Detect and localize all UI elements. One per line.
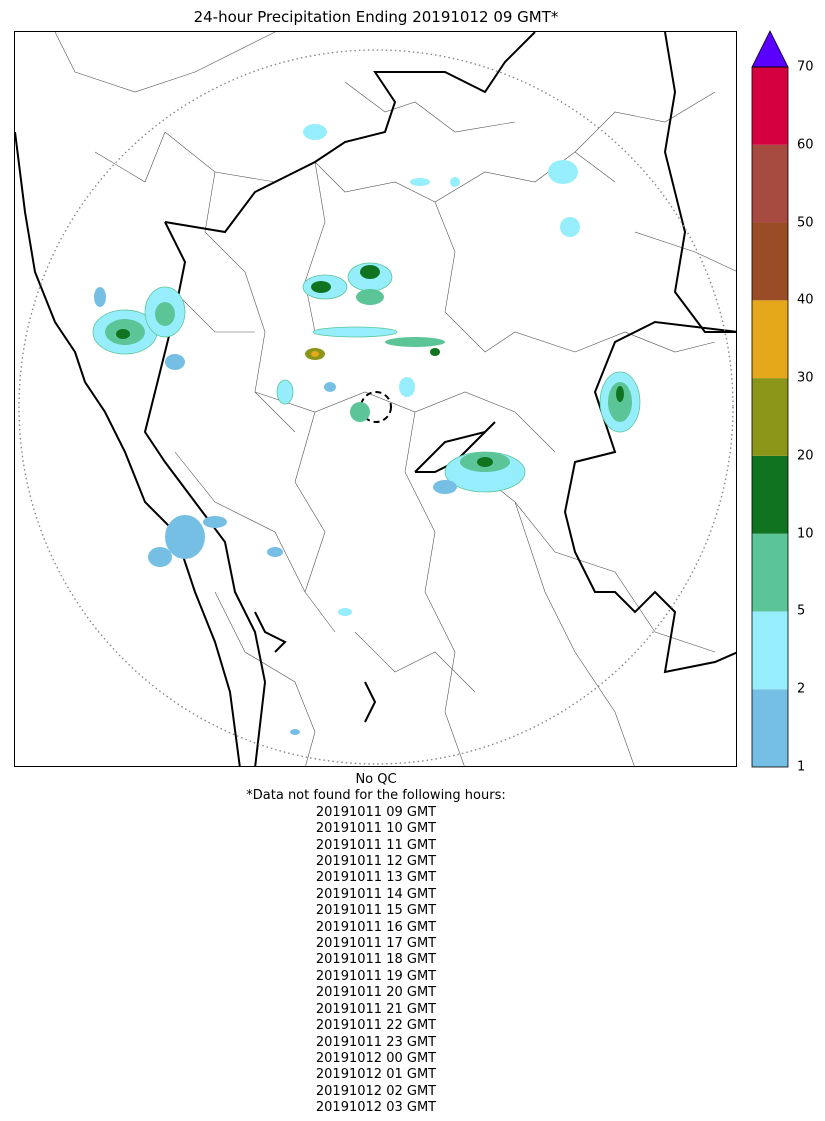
missing-hour-item: 20191011 20 GMT [315,985,437,1001]
missing-hour-item: 20191011 14 GMT [315,886,437,902]
colorbar-segment [752,300,788,379]
qc-note: No QC [355,772,397,787]
missing-hour-item: 20191011 17 GMT [315,936,437,952]
colorbar-segment [752,689,788,767]
missing-hour-item: 20191011 09 GMT [315,804,437,820]
missing-hour-item: 20191011 10 GMT [315,821,437,837]
colorbar-tick-label: 30 [797,370,814,386]
missing-hour-item: 20191012 02 GMT [315,1083,437,1099]
missing-hour-item: 20191011 18 GMT [315,952,437,968]
missing-hour-item: 20191011 13 GMT [315,870,437,886]
colorbar-tick-label: 40 [797,292,814,308]
missing-hour-item: 20191011 21 GMT [315,1001,437,1017]
colorbar-extend-arrow [751,30,789,68]
radar-range-ring [18,49,734,765]
missing-hour-item: 20191011 11 GMT [315,837,437,853]
colorbar-segment [752,67,788,145]
colorbar-tick-label: 1 [797,759,806,775]
colorbar-tick-label: 5 [797,603,806,619]
colorbar-segment [752,455,788,534]
colorbar-tick-label: 70 [797,59,814,75]
colorbar-tick-label: 20 [797,448,814,464]
colorbar-tick-label: 10 [797,526,814,542]
colorbar-segment [752,222,788,301]
missing-hour-item: 20191011 23 GMT [315,1034,437,1050]
missing-hours-list: 20191011 09 GMT 20191011 10 GMT 20191011 1… [0,805,752,1117]
missing-hour-item: 20191011 22 GMT [315,1018,437,1034]
precipitation-cells [92,124,641,735]
missing-hour-item: 20191011 12 GMT [315,854,437,870]
colorbar-segment [752,611,788,690]
precipitation-map [14,31,737,767]
missing-hour-item: 20191012 00 GMT [315,1050,437,1066]
missing-hour-item: 20191012 03 GMT [315,1100,437,1116]
district-boundaries [54,32,736,766]
colorbar-segment [752,378,788,456]
missing-hour-item: 20191011 15 GMT [315,903,437,919]
missing-hour-item: 20191012 01 GMT [315,1067,437,1083]
missing-data-header: *Data not found for the following hours: [246,788,506,804]
colorbar-tick-label: 50 [797,215,814,231]
missing-hour-item: 20191011 19 GMT [315,968,437,984]
colorbar-segment [752,533,788,612]
precipitation-colorbar [751,30,789,768]
chart-title: 24-hour Precipitation Ending 20191012 09… [193,8,559,26]
colorbar-tick-label: 2 [797,681,806,697]
footer-notes: No QC *Data not found for the following … [0,772,752,1117]
colorbar-tick-label: 60 [797,137,814,153]
missing-hour-item: 20191011 16 GMT [315,919,437,935]
colorbar-segment [752,144,788,223]
state-boundaries [15,32,736,766]
